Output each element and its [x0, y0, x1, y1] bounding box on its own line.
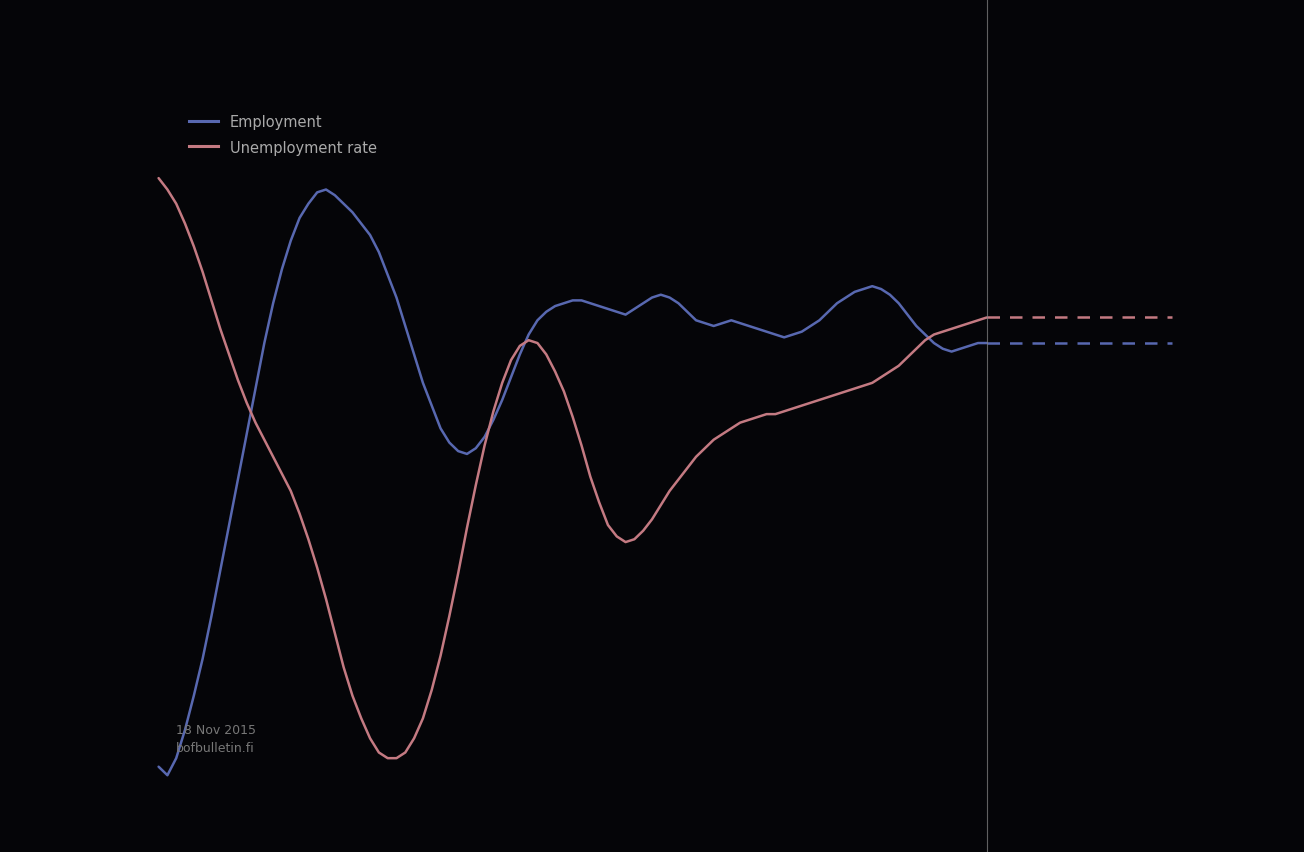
- Legend: Employment, Unemployment rate: Employment, Unemployment rate: [184, 110, 383, 161]
- Text: 18 Nov 2015
bofbulletin.fi: 18 Nov 2015 bofbulletin.fi: [176, 723, 256, 754]
